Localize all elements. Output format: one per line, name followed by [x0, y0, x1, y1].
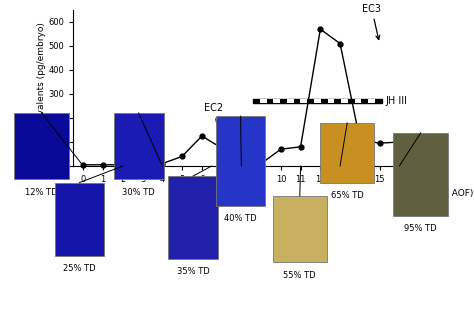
Y-axis label: 20E equivalents (pg/embryo): 20E equivalents (pg/embryo) [37, 22, 46, 154]
Text: 35% TD: 35% TD [177, 267, 210, 276]
Text: (Days AOF): (Days AOF) [423, 189, 474, 198]
Text: EC1: EC1 [127, 118, 146, 161]
Text: 55% TD: 55% TD [283, 271, 316, 280]
Bar [287, 99, 294, 103]
Text: EC2: EC2 [204, 103, 223, 144]
Bar [355, 99, 361, 103]
Text: 20E: 20E [402, 137, 421, 147]
Text: 25% TD: 25% TD [63, 264, 96, 273]
Text: 95% TD: 95% TD [404, 224, 437, 233]
Text: 12% TD: 12% TD [25, 188, 58, 197]
Text: EC3: EC3 [362, 4, 381, 40]
Text: 40% TD: 40% TD [224, 214, 257, 223]
Bar [301, 99, 307, 103]
Text: JH III: JH III [385, 96, 408, 106]
Bar [260, 99, 267, 103]
Bar [328, 99, 334, 103]
Bar [368, 99, 375, 103]
Bar [273, 99, 280, 103]
Bar [314, 99, 321, 103]
Text: 65% TD: 65% TD [331, 191, 364, 200]
Bar [253, 99, 382, 103]
Bar [341, 99, 348, 103]
Text: 30% TD: 30% TD [122, 188, 155, 197]
